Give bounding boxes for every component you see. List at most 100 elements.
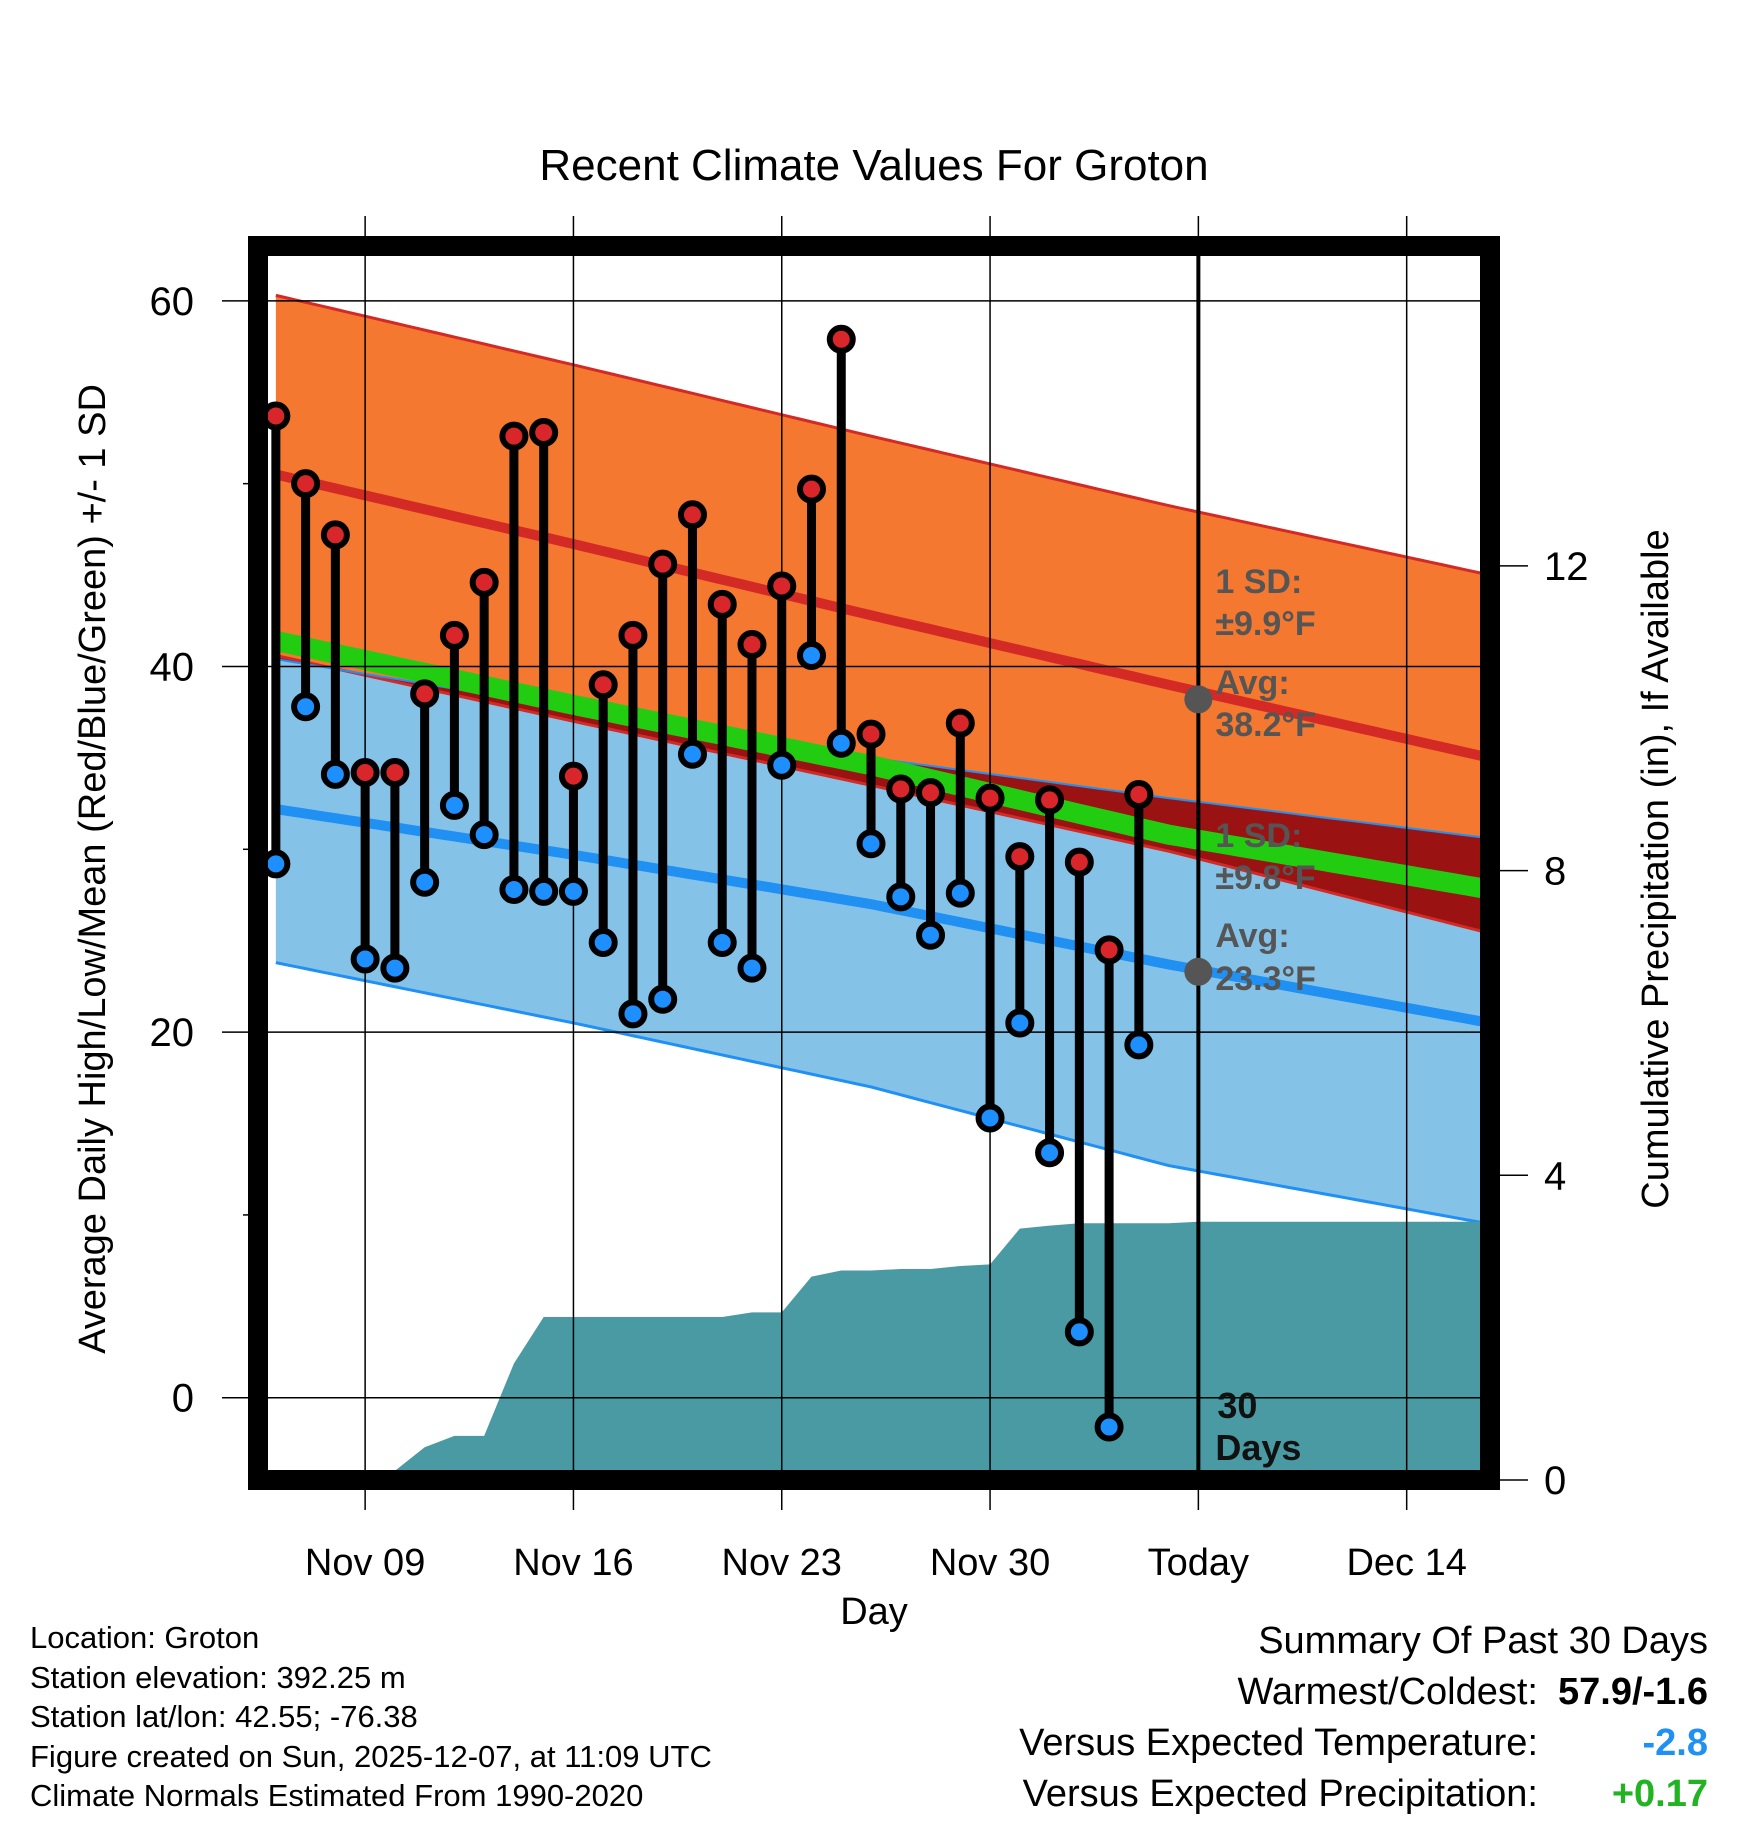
daily-high-marker: [975, 783, 1005, 813]
daily-low-marker: [707, 928, 737, 958]
right-tick-label: 8: [1544, 850, 1566, 894]
right-tick-label: 0: [1544, 1459, 1566, 1503]
days-count-label: Days: [1215, 1427, 1301, 1468]
daily-low-marker: [529, 876, 559, 906]
daily-high-marker: [529, 417, 559, 447]
overall-mean-line: [273, 631, 1490, 900]
daily-high-marker: [350, 758, 380, 788]
latlon-text: Station lat/lon: 42.55; -76.38: [30, 1699, 418, 1734]
left-axis-label: Average Daily High/Low/Mean (Red/Blue/Gr…: [72, 384, 114, 1354]
daily-low-marker: [320, 759, 350, 789]
daily-high-marker: [856, 719, 886, 749]
daily-low-marker: [469, 820, 499, 850]
high-minus-sd-line: [275, 654, 1490, 935]
daily-low-marker: [945, 878, 975, 908]
x-tick-label: Dec 14: [1346, 1542, 1466, 1584]
plot-area: 1 SD: ±9.9°F Avg: 38.2°F 1 SD: ±9.8°F Avg: 23.3…: [150, 216, 1589, 1584]
right-tick-label: 4: [1544, 1154, 1566, 1198]
daily-high-marker: [410, 679, 440, 709]
low-sd-value: ±9.8°F: [1215, 859, 1315, 897]
high-avg-label: Avg:: [1215, 664, 1289, 702]
daily-high-marker: [291, 469, 321, 499]
normals-text: Climate Normals Estimated From 1990-2020: [30, 1778, 644, 1813]
left-tick-label: 40: [150, 645, 195, 689]
daily-low-marker: [826, 728, 856, 758]
daily-low-marker: [1094, 1412, 1124, 1442]
daily-high-marker: [1005, 842, 1035, 872]
daily-low-marker: [975, 1103, 1005, 1133]
daily-low-marker: [1124, 1030, 1154, 1060]
summary-warmest-row: Warmest/Coldest: 57.9/-1.6: [1019, 1667, 1708, 1718]
left-tick-label: 20: [150, 1011, 195, 1055]
daily-high-marker: [320, 520, 350, 550]
temp-deviation-value: -2.8: [1642, 1722, 1708, 1764]
high-mean-line: [274, 469, 1490, 763]
daily-high-marker: [945, 708, 975, 738]
warmest-value: 57.9/-1.6: [1558, 1671, 1708, 1713]
daily-high-marker: [737, 630, 767, 660]
right-axis-label: Cumulative Precipitation (in), If Availa…: [1635, 529, 1677, 1208]
created-text: Figure created on Sun, 2025-12-07, at 11…: [30, 1738, 712, 1774]
today-high-avg-point: [1184, 685, 1213, 714]
summary-title: Summary Of Past 30 Days: [1258, 1620, 1708, 1662]
summary-precip-row: Versus Expected Precipitation: +0.17: [1019, 1769, 1708, 1820]
daily-low-marker: [350, 944, 380, 974]
daily-high-marker: [1064, 847, 1094, 877]
daily-low-marker: [410, 867, 440, 897]
daily-low-marker: [856, 829, 886, 859]
low-sd-label: 1 SD:: [1215, 817, 1302, 855]
high-sd-value: ±9.9°F: [1215, 605, 1315, 643]
precip-deviation-value: +0.17: [1611, 1773, 1708, 1815]
daily-low-marker: [737, 953, 767, 983]
temp-deviation-label: Versus Expected Temperature:: [1019, 1722, 1538, 1764]
daily-low-marker: [797, 641, 827, 671]
today-low-avg-point: [1184, 957, 1213, 986]
station-info: Location: Groton Station elevation: 392.…: [30, 1618, 712, 1816]
daily-low-marker: [291, 692, 321, 722]
x-tick-label: Today: [1148, 1542, 1249, 1584]
daily-high-marker: [916, 778, 946, 808]
daily-low-marker: [1005, 1008, 1035, 1038]
daily-low-marker: [380, 953, 410, 983]
elevation-text: Station elevation: 392.25 m: [30, 1659, 406, 1695]
low-avg-value: 23.3°F: [1215, 960, 1316, 998]
daily-high-marker: [1094, 935, 1124, 965]
daily-high-marker: [618, 620, 648, 650]
daily-high-marker: [886, 774, 916, 804]
high-sd-label: 1 SD:: [1215, 563, 1302, 601]
right-tick-label: 12: [1544, 545, 1589, 589]
precip-area: [275, 1221, 1490, 1480]
daily-low-marker: [648, 984, 678, 1014]
daily-high-marker: [558, 761, 588, 791]
left-tick-label: 0: [172, 1377, 194, 1421]
daily-low-marker: [1035, 1138, 1065, 1168]
daily-low-marker: [439, 790, 469, 820]
daily-low-marker: [558, 876, 588, 906]
daily-high-marker: [1124, 779, 1154, 809]
daily-high-marker: [499, 421, 529, 451]
daily-high-marker: [1035, 785, 1065, 815]
summary-temp-row: Versus Expected Temperature: -2.8: [1019, 1718, 1708, 1769]
daily-low-marker: [618, 999, 648, 1029]
x-axis-label: Day: [840, 1591, 908, 1633]
daily-low-marker: [886, 882, 916, 912]
plot-inner: [258, 246, 1490, 1480]
daily-high-marker: [588, 670, 618, 700]
daily-low-marker: [916, 920, 946, 950]
daily-high-marker: [826, 324, 856, 354]
daily-high-marker: [648, 549, 678, 579]
low-avg-label: Avg:: [1215, 917, 1289, 955]
daily-high-marker: [797, 474, 827, 504]
low-minus-sd-line: [275, 961, 1490, 1226]
warmest-label: Warmest/Coldest:: [1237, 1671, 1538, 1713]
left-tick-label: 60: [150, 280, 195, 324]
summary-panel: Summary Of Past 30 Days Warmest/Coldest:…: [1019, 1616, 1708, 1820]
high-plus-sd-line: [275, 293, 1490, 577]
daily-high-marker: [707, 589, 737, 619]
daily-low-marker: [767, 750, 797, 780]
daily-low-marker: [499, 875, 529, 905]
daily-high-marker: [767, 571, 797, 601]
daily-low-marker: [677, 739, 707, 769]
x-tick-label: Nov 09: [305, 1542, 425, 1584]
